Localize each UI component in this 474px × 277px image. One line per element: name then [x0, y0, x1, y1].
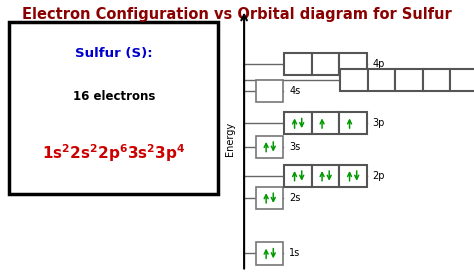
Bar — [256, 242, 283, 265]
Text: 4s: 4s — [289, 86, 301, 96]
Bar — [339, 53, 367, 75]
Bar — [284, 53, 312, 75]
Bar — [256, 136, 283, 158]
Text: 2p: 2p — [373, 171, 385, 181]
Bar — [9, 22, 218, 194]
Text: Electron Configuration vs Orbital diagram for Sulfur: Electron Configuration vs Orbital diagra… — [22, 7, 452, 22]
Bar — [312, 165, 339, 187]
Bar — [450, 69, 474, 91]
Text: 3s: 3s — [289, 142, 301, 152]
Text: 4p: 4p — [373, 59, 385, 69]
Bar — [312, 112, 339, 134]
Bar — [368, 69, 395, 91]
Text: Energy: Energy — [225, 121, 235, 156]
Text: 3p: 3p — [373, 118, 385, 128]
Bar — [395, 69, 423, 91]
Text: Sulfur (S):: Sulfur (S): — [75, 47, 153, 60]
Text: 2s: 2s — [289, 193, 301, 203]
Bar — [339, 165, 367, 187]
Bar — [284, 165, 312, 187]
Text: 1s: 1s — [289, 248, 301, 258]
Bar — [256, 80, 283, 102]
Text: $\mathbf{1s^{2}2s^{2}2p^{6}3s^{2}3p^{4}}$: $\mathbf{1s^{2}2s^{2}2p^{6}3s^{2}3p^{4}}… — [42, 142, 185, 163]
Bar — [339, 112, 367, 134]
Bar — [312, 53, 339, 75]
Text: 16 electrons: 16 electrons — [73, 89, 155, 102]
Bar — [340, 69, 368, 91]
Bar — [256, 187, 283, 209]
Bar — [284, 112, 312, 134]
Bar — [423, 69, 450, 91]
